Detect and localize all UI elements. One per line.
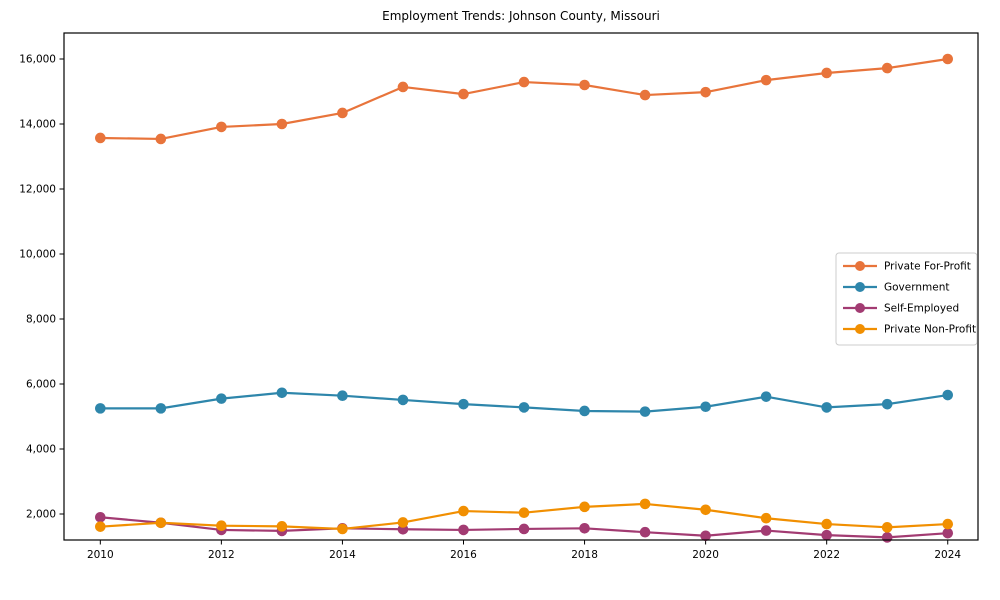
x-tick-label: 2012 [208, 549, 235, 561]
legend-item-label: Private For-Profit [884, 261, 971, 273]
y-tick-label: 12,000 [19, 184, 56, 196]
y-tick-label: 6,000 [26, 379, 56, 391]
series-line-private-for-profit [99, 57, 949, 141]
y-tick-label: 4,000 [26, 444, 56, 456]
data-point-private-non-profit-2016 [458, 505, 469, 517]
data-point-government-2017 [518, 402, 530, 413]
data-point-private-for-profit-2019 [639, 89, 651, 101]
data-point-government-2015 [397, 394, 409, 406]
data-point-private-for-profit-2021 [760, 74, 772, 86]
data-point-self-employed-2020 [700, 530, 711, 542]
data-point-private-non-profit-2023 [881, 522, 893, 533]
data-point-government-2014 [337, 390, 348, 402]
data-point-private-non-profit-2010 [95, 521, 106, 532]
legend-marker-icon [855, 282, 865, 292]
data-point-private-non-profit-2021 [760, 512, 772, 524]
data-point-private-non-profit-2012 [216, 520, 227, 531]
data-point-private-for-profit-2022 [821, 67, 832, 79]
data-point-government-2016 [458, 398, 469, 410]
data-point-government-2023 [881, 398, 893, 410]
data-point-private-for-profit-2011 [155, 133, 167, 145]
data-point-private-non-profit-2011 [155, 517, 167, 529]
legend-item-label: Self-Employed [884, 303, 959, 315]
chart-title: Employment Trends: Johnson County, Misso… [382, 9, 660, 23]
data-point-self-employed-2019 [639, 526, 651, 538]
data-point-private-for-profit-2024 [942, 53, 954, 65]
x-tick-label: 2024 [934, 549, 961, 561]
data-point-self-employed-2023 [881, 532, 893, 543]
data-point-self-employed-2018 [579, 523, 590, 534]
data-point-private-non-profit-2022 [821, 518, 832, 530]
data-point-private-non-profit-2017 [518, 507, 530, 518]
legend-marker-icon [855, 324, 865, 334]
data-point-self-employed-2010 [95, 511, 106, 523]
y-tick-label: 8,000 [26, 314, 56, 326]
data-point-government-2024 [942, 389, 954, 401]
legend-item-label: Private Non-Profit [884, 324, 976, 336]
data-point-government-2020 [700, 401, 711, 413]
data-point-self-employed-2022 [821, 529, 832, 541]
data-point-private-for-profit-2015 [397, 81, 409, 93]
y-tick-label: 14,000 [19, 119, 56, 131]
data-point-private-for-profit-2010 [95, 132, 106, 144]
legend-box [835, 252, 978, 346]
y-tick-label: 2,000 [26, 509, 56, 521]
legend-marker-icon [855, 303, 865, 313]
x-tick-label: 2014 [329, 549, 356, 561]
data-point-government-2011 [155, 403, 167, 414]
data-point-government-2010 [95, 403, 106, 414]
plot-border [63, 32, 979, 541]
data-point-government-2021 [760, 391, 772, 402]
data-point-private-non-profit-2013 [276, 521, 288, 532]
data-point-private-for-profit-2016 [458, 88, 469, 100]
data-point-private-non-profit-2020 [700, 504, 711, 516]
x-tick-label: 2018 [571, 549, 598, 561]
data-point-private-non-profit-2019 [639, 498, 651, 510]
legend-item-label: Government [884, 282, 949, 294]
data-point-government-2019 [639, 406, 651, 417]
data-point-private-non-profit-2024 [942, 518, 954, 530]
y-tick-label: 16,000 [19, 54, 56, 66]
data-point-private-for-profit-2023 [881, 62, 893, 74]
data-point-self-employed-2016 [458, 524, 469, 536]
legend-marker-icon [855, 261, 865, 271]
data-point-government-2012 [216, 393, 227, 404]
data-point-government-2013 [276, 387, 288, 399]
data-point-private-for-profit-2020 [700, 86, 711, 98]
x-tick-label: 2010 [87, 549, 114, 561]
data-point-private-for-profit-2018 [579, 79, 590, 91]
data-point-private-non-profit-2018 [579, 501, 590, 513]
data-point-private-for-profit-2017 [518, 76, 530, 88]
x-tick-label: 2020 [692, 549, 719, 561]
data-point-private-non-profit-2014 [337, 523, 348, 535]
data-point-government-2018 [579, 405, 590, 417]
data-point-private-non-profit-2015 [397, 517, 409, 528]
data-point-self-employed-2024 [942, 527, 954, 539]
data-point-private-for-profit-2012 [216, 121, 227, 133]
data-point-self-employed-2021 [760, 525, 772, 536]
data-point-self-employed-2017 [518, 523, 530, 535]
data-point-private-for-profit-2013 [276, 118, 288, 130]
x-tick-label: 2016 [450, 549, 477, 561]
y-tick-label: 10,000 [19, 249, 56, 261]
data-point-government-2022 [821, 402, 832, 413]
x-tick-label: 2022 [813, 549, 840, 561]
data-point-private-for-profit-2014 [337, 107, 348, 119]
